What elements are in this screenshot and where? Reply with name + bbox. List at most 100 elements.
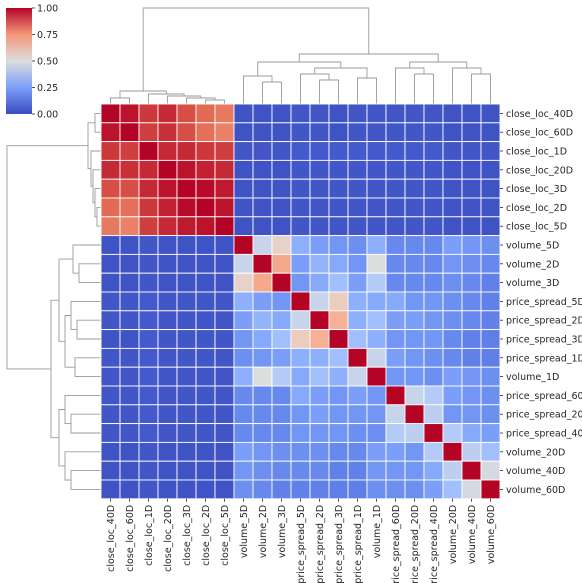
colorbar-gradient [6, 8, 32, 114]
heatmap-cell [119, 366, 140, 387]
heatmap-cell [328, 141, 349, 161]
heatmap-cell [119, 159, 140, 180]
heatmap-cell [423, 122, 444, 143]
dendrogram-link [74, 357, 101, 378]
heatmap-cell [461, 291, 482, 312]
heatmap-cell [252, 235, 273, 255]
heatmap-cell [461, 423, 482, 443]
row-label: price_spread_3D [506, 335, 582, 346]
heatmap-cell [271, 216, 292, 237]
heatmap-cell [252, 178, 273, 199]
heatmap-cell [328, 366, 349, 387]
heatmap-cell [233, 479, 254, 500]
heatmap-cell [119, 329, 140, 349]
heatmap-cell [214, 291, 235, 312]
heatmap-cell [176, 441, 197, 462]
heatmap-cell [233, 197, 254, 218]
heatmap-cell [157, 366, 178, 387]
dendrogram-link [262, 81, 282, 104]
heatmap-cell [157, 291, 178, 312]
heatmap-cell [233, 235, 254, 255]
row-dendrogram [6, 112, 101, 490]
heatmap-cell [328, 404, 349, 425]
heatmap-cell [385, 441, 406, 462]
heatmap-cell [252, 479, 273, 500]
heatmap-cell [252, 423, 273, 443]
heatmap-cell [442, 235, 463, 255]
heatmap-cell [138, 235, 159, 255]
heatmap-cell [176, 272, 197, 293]
heatmap-cell [442, 479, 463, 500]
col-label: volume_2D [258, 505, 269, 558]
heatmap-cell [138, 141, 159, 161]
col-label: price_spread_5D [296, 505, 307, 583]
dendrogram-link [76, 319, 101, 340]
heatmap-cell [290, 423, 311, 443]
heatmap-cell [214, 366, 235, 387]
heatmap-cell [271, 347, 292, 368]
heatmap-cell [100, 460, 121, 481]
heatmap-cell [233, 178, 254, 199]
heatmap-cell [404, 197, 425, 218]
heatmap-cell [252, 441, 273, 462]
heatmap-cell [423, 479, 444, 500]
dendrogram-link [70, 470, 101, 490]
dendrogram-link [64, 451, 101, 481]
heatmap-cell [271, 253, 292, 274]
heatmap-cell [290, 385, 311, 406]
heatmap-cell [214, 235, 235, 255]
heatmap-cell [233, 159, 254, 180]
heatmap-cell [195, 122, 216, 143]
heatmap-cell [385, 310, 406, 331]
heatmap-cell [138, 423, 159, 443]
heatmap-cell [233, 329, 254, 349]
heatmap-cell [176, 253, 197, 274]
heatmap-cell [385, 272, 406, 293]
row-label: close_loc_2D [506, 203, 567, 214]
heatmap-cell [271, 122, 292, 143]
heatmap-cell [366, 141, 387, 161]
heatmap-cell [176, 404, 197, 425]
heatmap-cell [328, 122, 349, 143]
heatmap-cell [404, 272, 425, 293]
colorbar-tick-label: 0.75 [37, 30, 58, 41]
heatmap-cell [176, 141, 197, 161]
heatmap-cell [366, 423, 387, 443]
heatmap-cell [119, 141, 140, 161]
heatmap-cell [461, 460, 482, 481]
heatmap-cell [119, 385, 140, 406]
heatmap-cell [347, 441, 368, 462]
heatmap-cell [404, 235, 425, 255]
heatmap-cell [461, 385, 482, 406]
heatmap-cell [100, 141, 121, 161]
heatmap-cell [366, 460, 387, 481]
heatmap-cell [480, 479, 501, 500]
heatmap-cell [290, 141, 311, 161]
heatmap-cell [100, 347, 121, 368]
row-label: close_loc_20D [506, 165, 573, 176]
heatmap-cell [309, 122, 330, 143]
dendrogram-link [96, 206, 101, 227]
heatmap-cell [442, 291, 463, 312]
heatmap-cell [366, 441, 387, 462]
heatmap-cell [176, 479, 197, 500]
heatmap-cell [461, 272, 482, 293]
heatmap-cell [366, 216, 387, 237]
heatmap-cell [423, 178, 444, 199]
heatmap-cell [271, 103, 292, 124]
heatmap-cell [195, 460, 216, 481]
dendrogram-link [395, 67, 425, 104]
heatmap-cell [480, 366, 501, 387]
heatmap-cell [442, 423, 463, 443]
heatmap-cell [366, 103, 387, 124]
heatmap-cell [100, 178, 121, 199]
heatmap-cell [385, 159, 406, 180]
heatmap-cell [119, 122, 140, 143]
heatmap-cell [442, 385, 463, 406]
colorbar: 1.00 0.75 0.50 0.25 0.00 [6, 4, 58, 121]
col-label: price_spread_40D [429, 505, 440, 583]
heatmap-cell [328, 441, 349, 462]
dendrogram-link [110, 97, 130, 104]
heatmap-cell [385, 329, 406, 349]
